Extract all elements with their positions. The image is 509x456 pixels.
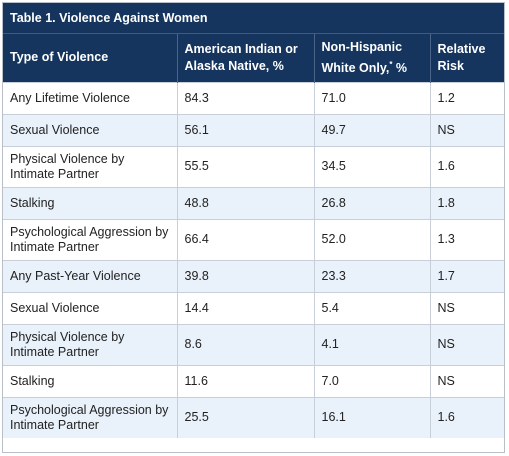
cell-american-indian-pct: 14.4 xyxy=(177,291,315,324)
cell-type-of-violence: Any Lifetime Violence xyxy=(3,81,178,114)
cell-american-indian-pct: 8.6 xyxy=(177,323,315,365)
header-relative-risk: Relative Risk xyxy=(430,34,504,82)
cell-relative-risk: 1.8 xyxy=(430,186,504,219)
cell-non-hispanic-white-pct: 5.4 xyxy=(314,291,431,324)
table-row: Physical Violence by Intimate Partner 8.6… xyxy=(3,323,504,365)
cell-type-of-violence: Stalking xyxy=(3,186,178,219)
cell-american-indian-pct: 25.5 xyxy=(177,396,315,438)
cell-non-hispanic-white-pct: 34.5 xyxy=(314,145,431,187)
cell-american-indian-pct: 11.6 xyxy=(177,364,315,397)
cell-american-indian-pct: 48.8 xyxy=(177,186,315,219)
table-row: Any Past-Year Violence 39.8 23.3 1.7 xyxy=(3,259,504,292)
cell-relative-risk: NS xyxy=(430,291,504,324)
cell-non-hispanic-white-pct: 49.7 xyxy=(314,113,431,146)
cell-non-hispanic-white-pct: 4.1 xyxy=(314,323,431,365)
cell-type-of-violence: Any Past-Year Violence xyxy=(3,259,178,292)
header-american-indian: American Indian or Alaska Native, % xyxy=(177,34,315,82)
table-row: Sexual Violence 56.1 49.7 NS xyxy=(3,113,504,146)
cell-american-indian-pct: 56.1 xyxy=(177,113,315,146)
cell-american-indian-pct: 39.8 xyxy=(177,259,315,292)
table-row: Psychological Aggression by Intimate Par… xyxy=(3,396,504,438)
cell-non-hispanic-white-pct: 7.0 xyxy=(314,364,431,397)
cell-type-of-violence: Psychological Aggression by Intimate Par… xyxy=(3,396,178,438)
cell-relative-risk: NS xyxy=(430,113,504,146)
cell-relative-risk: 1.6 xyxy=(430,396,504,438)
table-caption: Table 1. Violence Against Women xyxy=(3,3,504,34)
table-row: Sexual Violence 14.4 5.4 NS xyxy=(3,291,504,324)
cell-non-hispanic-white-pct: 23.3 xyxy=(314,259,431,292)
header-non-hispanic-white: Non-Hispanic White Only,* % xyxy=(314,34,431,82)
cell-type-of-violence: Stalking xyxy=(3,364,178,397)
table-row: Stalking 11.6 7.0 NS xyxy=(3,364,504,397)
table-row: Stalking 48.8 26.8 1.8 xyxy=(3,186,504,219)
table-row: Any Lifetime Violence 84.3 71.0 1.2 xyxy=(3,81,504,114)
cell-type-of-violence: Physical Violence by Intimate Partner xyxy=(3,323,178,365)
cell-relative-risk: NS xyxy=(430,364,504,397)
cell-relative-risk: 1.3 xyxy=(430,218,504,260)
cell-american-indian-pct: 66.4 xyxy=(177,218,315,260)
header-type-of-violence: Type of Violence xyxy=(3,34,178,82)
cell-non-hispanic-white-pct: 16.1 xyxy=(314,396,431,438)
cell-american-indian-pct: 84.3 xyxy=(177,81,315,114)
cell-relative-risk: 1.7 xyxy=(430,259,504,292)
cell-type-of-violence: Sexual Violence xyxy=(3,113,178,146)
table-row: Physical Violence by Intimate Partner 55.… xyxy=(3,145,504,187)
cell-american-indian-pct: 55.5 xyxy=(177,145,315,187)
cell-relative-risk: 1.6 xyxy=(430,145,504,187)
footnote-marker: * xyxy=(389,59,393,69)
header-row: Type of Violence American Indian or Alas… xyxy=(3,34,504,82)
cell-non-hispanic-white-pct: 71.0 xyxy=(314,81,431,114)
cell-non-hispanic-white-pct: 26.8 xyxy=(314,186,431,219)
cell-non-hispanic-white-pct: 52.0 xyxy=(314,218,431,260)
cell-type-of-violence: Physical Violence by Intimate Partner xyxy=(3,145,178,187)
cell-type-of-violence: Sexual Violence xyxy=(3,291,178,324)
cell-type-of-violence: Psychological Aggression by Intimate Par… xyxy=(3,218,178,260)
data-table: Type of Violence American Indian or Alas… xyxy=(3,34,504,438)
cell-relative-risk: NS xyxy=(430,323,504,365)
table-row: Psychological Aggression by Intimate Par… xyxy=(3,218,504,260)
violence-table: Table 1. Violence Against Women Type of … xyxy=(2,2,505,453)
cell-relative-risk: 1.2 xyxy=(430,81,504,114)
